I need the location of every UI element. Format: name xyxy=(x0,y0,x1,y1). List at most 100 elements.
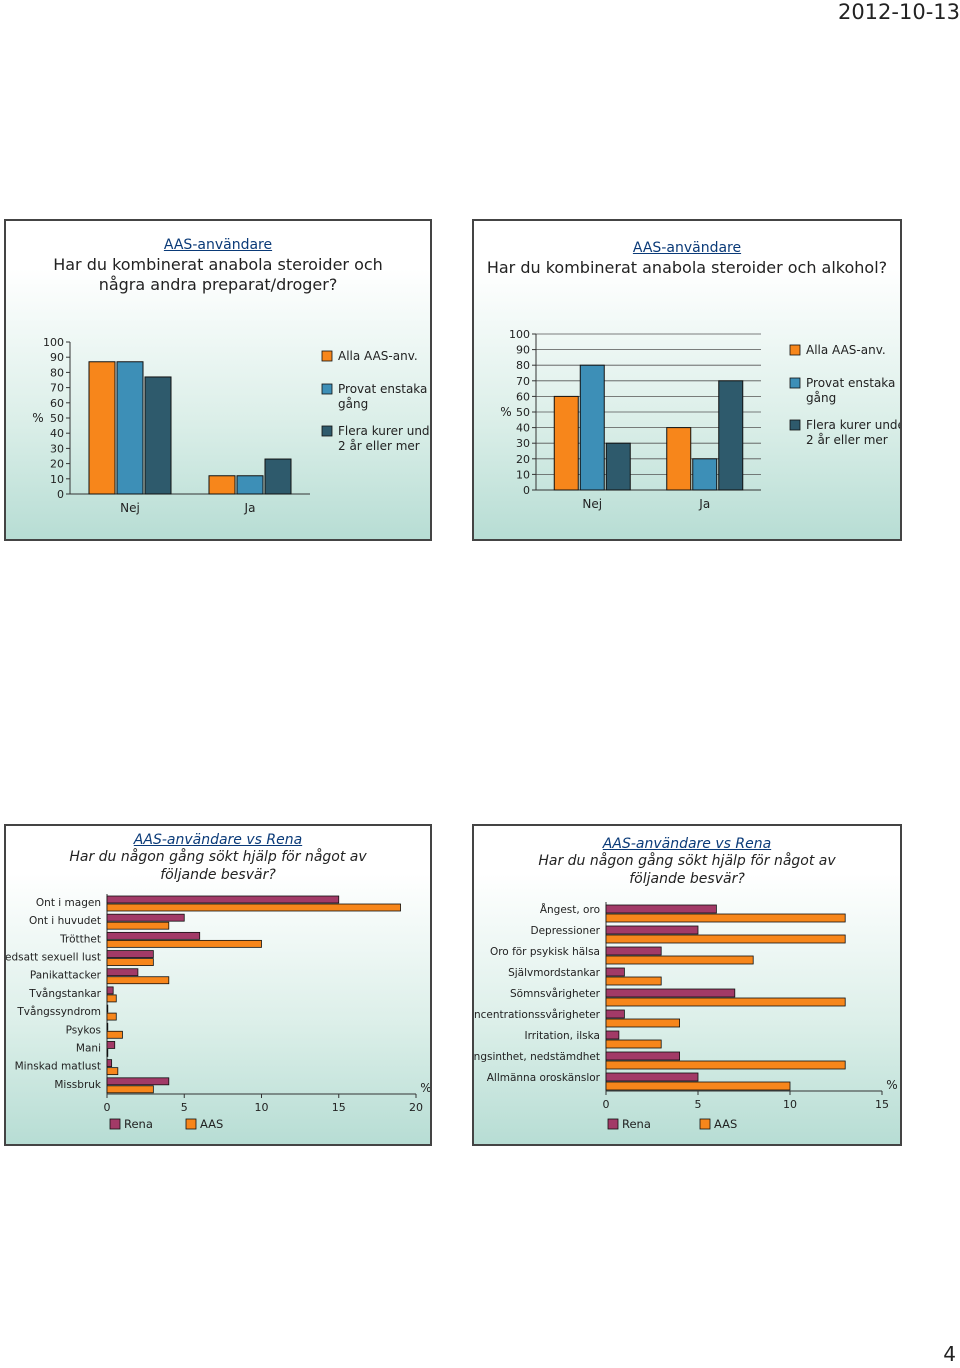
y-tick-label: 20 xyxy=(516,453,530,466)
slide-aas-drugs: AAS-användare Har du kombinerat anabola … xyxy=(4,219,432,541)
bar xyxy=(605,1081,791,1091)
category-label: Minskad matlust xyxy=(15,1061,101,1073)
x-tick-label: 10 xyxy=(783,1098,797,1111)
bar xyxy=(106,1085,154,1094)
y-tick-label: 100 xyxy=(43,336,64,349)
bar xyxy=(579,364,605,491)
legend-label: Rena xyxy=(124,1117,153,1131)
bar xyxy=(106,958,154,966)
bar xyxy=(605,976,662,986)
slide-question-line1: Har du kombinerat anabola steroider och xyxy=(53,255,383,274)
y-tick-label: 90 xyxy=(516,344,530,357)
bar xyxy=(605,442,631,491)
page-date: 2012-10-13 xyxy=(837,0,960,24)
category-label: Panikattacker xyxy=(30,970,102,982)
page-number: 4 xyxy=(943,1342,956,1366)
y-tick-label: 90 xyxy=(50,351,64,364)
chart-drugs: 0 10 20 30 40 50 60 70 80 90 100% Nej Ja Alla AAS-anv… xyxy=(32,336,430,515)
slide-question-line2: följande besvär? xyxy=(160,867,276,883)
legend-label: 2 år eller mer xyxy=(338,439,420,453)
bar xyxy=(106,1049,109,1057)
bar xyxy=(106,1077,170,1086)
legend-swatch xyxy=(789,344,801,356)
category-label: Tungsinthet, nedstämdhet xyxy=(474,1051,600,1063)
legend-label: Alla AAS-anv. xyxy=(338,349,418,363)
legend-swatch xyxy=(109,1118,121,1130)
y-tick-label: 20 xyxy=(50,458,64,471)
legend-swatch xyxy=(789,377,801,389)
legend-label: Flera kurer under xyxy=(338,424,430,438)
x-tick-label: 10 xyxy=(255,1101,269,1114)
y-tick-label: 10 xyxy=(50,473,64,486)
x-tick-label: 15 xyxy=(875,1098,889,1111)
bar xyxy=(106,994,117,1003)
x-axis-label: % xyxy=(420,1081,430,1095)
legend-swatch xyxy=(185,1118,197,1130)
x-tick-label: 5 xyxy=(695,1098,702,1111)
bar xyxy=(605,1018,680,1028)
bar xyxy=(106,1059,113,1068)
x-tick-label: Ja xyxy=(698,497,710,511)
bar xyxy=(605,1051,680,1061)
bar xyxy=(605,1039,662,1049)
y-tick-label: 50 xyxy=(50,412,64,425)
slide-title: AAS-användare vs Rena xyxy=(133,832,303,848)
bar xyxy=(718,380,744,491)
category-label: Ont i magen xyxy=(36,897,101,909)
slide-aas-alcohol: AAS-användare Har du kombinerat anabola … xyxy=(472,219,902,541)
category-label: Ont i huvudet xyxy=(29,915,101,927)
y-tick-label: 40 xyxy=(516,422,530,435)
x-tick-label: Nej xyxy=(582,497,602,511)
legend-swatch xyxy=(321,425,333,437)
y-tick-label: 50 xyxy=(516,406,530,419)
category-label: Ångest, oro xyxy=(540,903,600,916)
legend-label: Flera kurer under xyxy=(806,418,900,432)
x-tick-label: Ja xyxy=(244,501,256,515)
bar xyxy=(605,1009,625,1019)
category-label: Psykos xyxy=(66,1024,101,1036)
legend-swatch xyxy=(321,350,333,362)
category-label: Oro för psykisk hälsa xyxy=(490,946,600,958)
category-label: Mani xyxy=(76,1042,101,1054)
bar xyxy=(106,939,262,948)
category-label: Sömnsvårigheter xyxy=(510,987,601,1000)
chart-alcohol: 0 10 20 30 40 50 60 70 80 90 100% Nej Ja Alla AAS-anv… xyxy=(500,328,900,511)
chart-help-somatic: 0 5 10 15 20% Ont i magen Ont i huvudet Trötthe… xyxy=(6,894,430,1131)
category-label: Trötthet xyxy=(59,933,101,945)
slide-title: AAS-användare xyxy=(632,240,742,256)
bar xyxy=(106,903,401,912)
bar xyxy=(106,1067,119,1076)
bar xyxy=(106,895,340,904)
legend-swatch xyxy=(699,1118,711,1130)
y-axis-label: % xyxy=(32,411,43,425)
slide-question-line2: några andra preparat/droger? xyxy=(98,275,338,294)
category-label: Koncentrationssvårigheter xyxy=(474,1008,601,1021)
legend-label: gång xyxy=(338,397,368,411)
category-label: Allmänna oroskänslor xyxy=(487,1072,601,1084)
legend-label: gång xyxy=(806,391,836,405)
bar xyxy=(106,1004,109,1013)
legend-label: AAS xyxy=(714,1117,737,1131)
y-tick-label: 80 xyxy=(50,366,64,379)
bar xyxy=(106,1041,116,1049)
category-label: Nedsatt sexuell lust xyxy=(6,952,101,964)
bar xyxy=(605,997,846,1007)
bar xyxy=(106,1022,109,1031)
slide-title: AAS-användare xyxy=(163,237,273,253)
y-tick-label: 30 xyxy=(516,437,530,450)
slide-question-line1: Har du någon gång sökt hjälp för något a… xyxy=(69,849,367,865)
x-tick-label: 5 xyxy=(181,1101,188,1114)
legend-label: AAS xyxy=(200,1117,223,1131)
bar xyxy=(264,458,292,495)
bar xyxy=(106,921,170,930)
bar xyxy=(144,376,172,495)
legend-label: Provat enstaka xyxy=(338,382,427,396)
bar xyxy=(553,395,579,491)
category-label: Tvångstankar xyxy=(28,987,101,1000)
bar xyxy=(605,1030,620,1040)
category-label: Depressioner xyxy=(531,925,601,937)
bar xyxy=(236,475,264,495)
category-label: Irritation, ilska xyxy=(525,1030,600,1042)
legend-label: Rena xyxy=(622,1117,651,1131)
bar xyxy=(106,950,154,958)
